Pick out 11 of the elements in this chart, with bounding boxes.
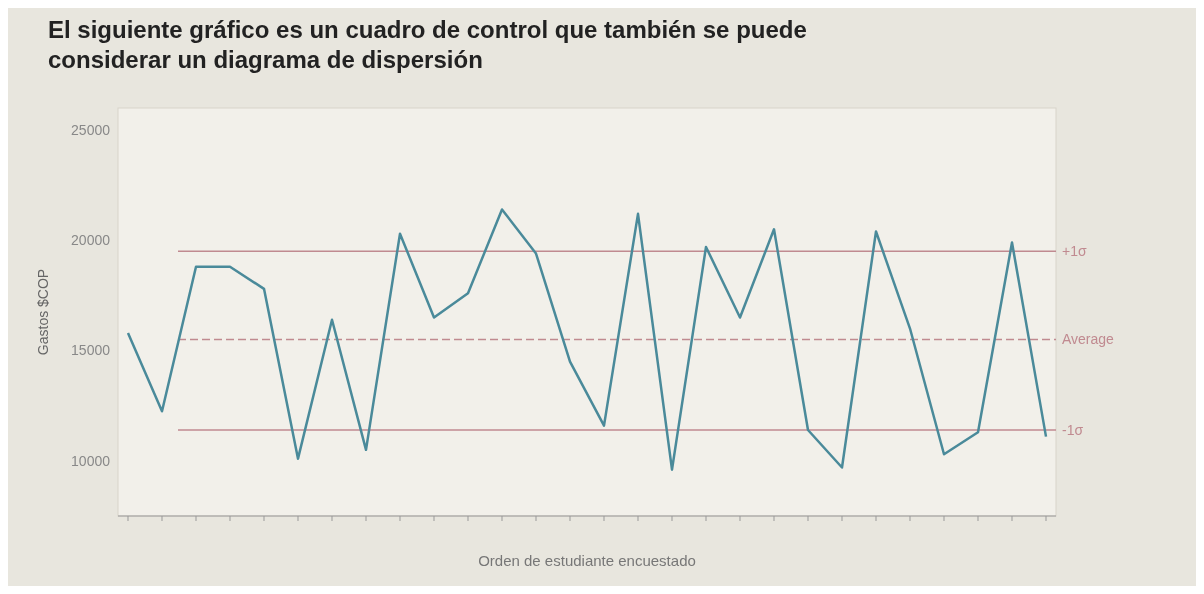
y-tick-label: 15000: [71, 342, 111, 359]
line-series: [126, 208, 1048, 471]
chart-title: El siguiente gráfico es un cuadro de control que también se puede considerar un diagrama de dispersión: [48, 16, 807, 73]
y-tick-label: 10000: [71, 452, 111, 469]
ref-line-label: Average: [1062, 331, 1115, 348]
x-axis-title: Orden de estudiante encuestado: [478, 552, 696, 569]
y-tick-label: 20000: [71, 232, 111, 249]
y-tick-label: 25000: [71, 121, 111, 138]
ref-line-label: +1σ: [1062, 243, 1087, 260]
ref-line-label: -1σ: [1062, 421, 1084, 438]
y-axis-title: Gastos $COP: [35, 268, 51, 356]
